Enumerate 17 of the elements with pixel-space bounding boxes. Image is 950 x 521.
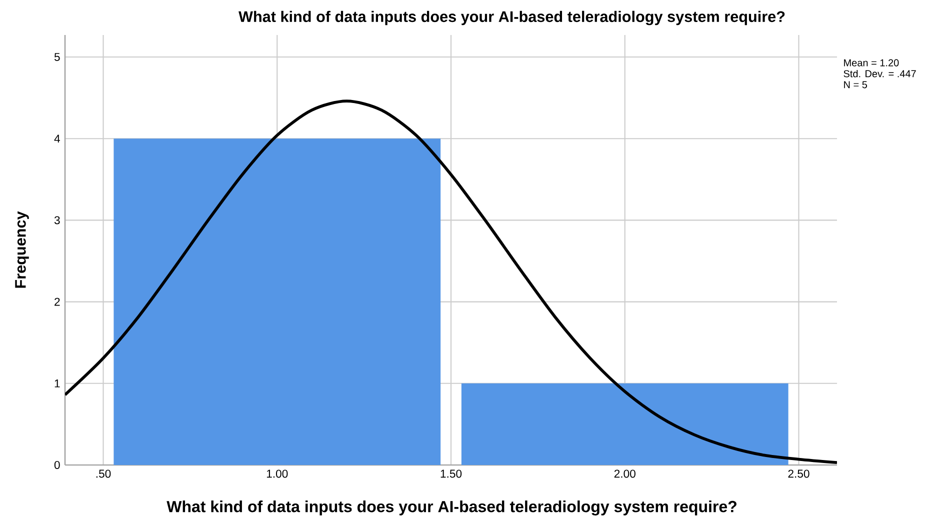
text: Mean = 1.20 <box>844 59 899 66</box>
y-tick-label: 2 <box>54 298 60 306</box>
chart-title: What kind of data inputs does your AI-based teleradiology system require? <box>238 10 785 26</box>
x-tick-label: 2.00 <box>614 470 636 478</box>
y-tick-label: 3 <box>54 216 60 224</box>
y-tick-label: 0 <box>54 460 60 469</box>
text: Std. Dev. = .447 <box>844 70 916 78</box>
x-tick-label: 2.50 <box>788 470 810 478</box>
y-tick-label: 1 <box>54 379 60 388</box>
x-tick-label: 1.50 <box>440 470 462 478</box>
y-axis-title: Frequency <box>15 211 29 288</box>
x-axis-title: What kind of data inputs does your AI-based teleradiology system require? <box>166 500 736 516</box>
text: N = 5 <box>844 81 868 88</box>
x-tick-label: .50 <box>96 470 111 478</box>
y-tick-label: 5 <box>54 53 60 61</box>
x-tick-label: 1.00 <box>266 470 288 478</box>
y-tick-label: 4 <box>54 134 60 143</box>
